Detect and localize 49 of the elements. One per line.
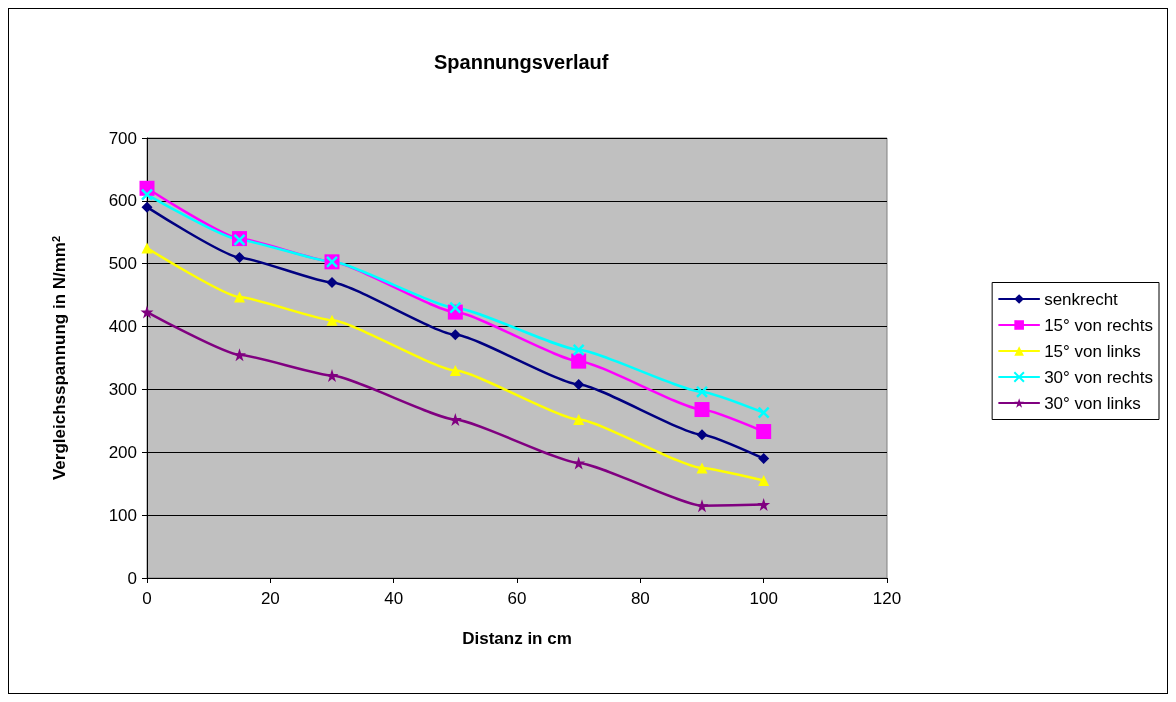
legend-label: 15° von links — [1044, 341, 1141, 361]
y-tick-label: 200 — [108, 442, 137, 462]
point — [694, 402, 710, 418]
point — [449, 365, 461, 377]
point — [140, 305, 154, 319]
y-tick-label: 300 — [108, 379, 137, 399]
legend-label: 30° von rechts — [1044, 367, 1153, 387]
point — [696, 429, 708, 441]
point — [141, 201, 153, 213]
x-tick-label: 40 — [384, 589, 404, 608]
point — [695, 385, 709, 399]
point — [234, 291, 245, 303]
legend-label: 30° von links — [1044, 393, 1141, 413]
point — [233, 348, 246, 362]
point — [757, 497, 771, 511]
x-tick-label: 120 — [872, 589, 902, 608]
point — [758, 475, 770, 487]
legend-label: 15° von rechts — [1044, 315, 1153, 335]
legend-label: senkrecht — [1044, 289, 1119, 309]
point — [573, 414, 585, 426]
x-axis-title: Distanz in cm — [462, 629, 572, 648]
point — [449, 329, 461, 341]
x-tick-label: 0 — [142, 589, 152, 608]
y-tick-label: 700 — [108, 128, 137, 148]
point — [572, 343, 585, 357]
point — [141, 242, 153, 254]
point — [573, 378, 585, 390]
y-tick-label: 600 — [108, 191, 137, 211]
point — [326, 314, 338, 326]
point — [234, 251, 245, 263]
x-tick-label: 100 — [749, 589, 778, 608]
y-tick-label: 0 — [127, 568, 137, 588]
y-tick-label: 100 — [108, 505, 137, 525]
point — [140, 188, 154, 201]
y-axis-title: Vergleichsspannung in N/mm2 — [49, 235, 69, 481]
chart-title: Spannungsverlauf — [434, 51, 609, 73]
point — [326, 277, 338, 289]
point — [756, 424, 772, 440]
point — [758, 453, 770, 465]
x-tick-label: 80 — [630, 589, 650, 608]
point — [571, 353, 587, 369]
x-tick-label: 20 — [260, 589, 280, 608]
point — [696, 462, 708, 474]
point — [572, 456, 586, 470]
y-tick-label: 400 — [108, 317, 137, 337]
y-tick-label: 500 — [108, 254, 137, 274]
x-tick-label: 60 — [507, 589, 527, 608]
point — [449, 301, 462, 314]
point — [757, 406, 770, 419]
